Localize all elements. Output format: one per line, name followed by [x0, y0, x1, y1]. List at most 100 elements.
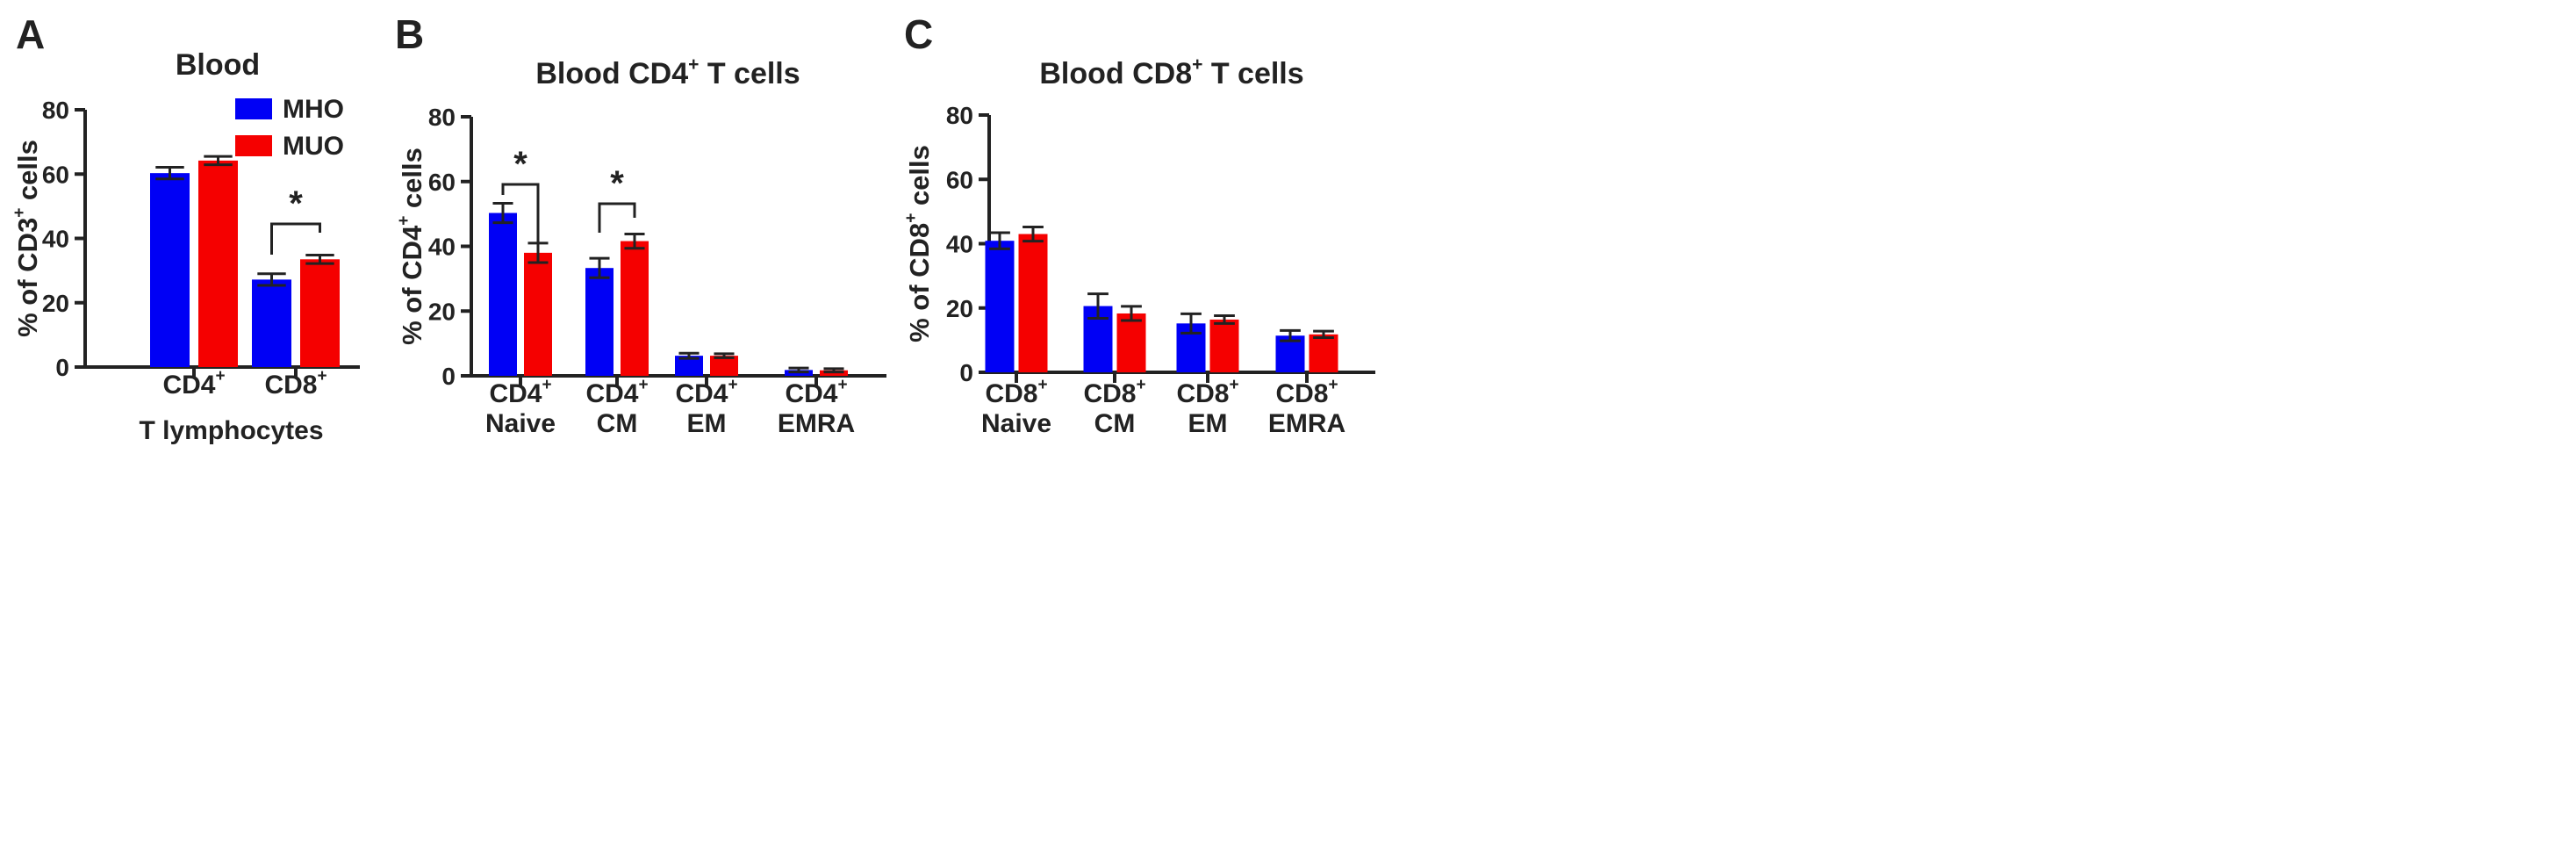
y-tick-label: 80 — [428, 104, 456, 131]
x-tick-label-base: CM — [1094, 409, 1136, 438]
legend-swatch-muo — [235, 135, 272, 156]
x-tick-label: CM — [1094, 409, 1136, 438]
significance-bracket — [501, 183, 540, 249]
bar-muo — [1018, 234, 1048, 372]
x-tick-label-base: CD4 — [489, 379, 542, 408]
y-axis-label-post: cells — [904, 145, 935, 213]
x-tick-label: CD8+ — [1176, 376, 1238, 408]
x-tick-label: CD8+ — [1275, 376, 1338, 408]
bar-mho — [252, 279, 291, 367]
y-tick-label: 40 — [428, 234, 456, 261]
x-tick-label-sup: + — [1328, 376, 1338, 394]
x-tick-label-base: Naive — [981, 409, 1051, 438]
legend-swatch-mho — [235, 98, 272, 119]
x-tick-label-base: EMRA — [1268, 409, 1345, 438]
y-tick-label: 20 — [428, 298, 456, 325]
y-tick-label: 60 — [428, 169, 456, 196]
x-tick-label: EMRA — [778, 409, 855, 438]
x-tick-label: CM — [597, 409, 638, 438]
panel-letter: C — [904, 11, 933, 57]
x-tick-label-base: EMRA — [778, 409, 855, 438]
significance-star: * — [513, 145, 527, 184]
y-axis-label-post: cells — [397, 148, 427, 216]
y-tick-label: 0 — [959, 359, 973, 386]
bar-muo — [1116, 313, 1146, 372]
y-axis-label-pre: % of CD3 — [12, 218, 43, 337]
x-tick-label: CD4+ — [162, 367, 225, 400]
chart-title-sup: + — [1192, 54, 1202, 75]
chart-title-post: T cells — [1202, 57, 1303, 90]
x-tick-label: EM — [687, 409, 727, 438]
x-tick-label-base: CD4 — [585, 379, 638, 408]
x-tick-label-base: CD8 — [1176, 379, 1229, 408]
y-axis-label: % of CD4+ cells — [395, 148, 427, 345]
x-tick-label: Naive — [981, 409, 1051, 438]
chart-title-post: T cells — [699, 57, 800, 90]
bar-muo — [1309, 334, 1338, 372]
x-tick-label: Naive — [485, 409, 556, 438]
bar-mho — [675, 356, 703, 376]
y-axis-label: % of CD3+ cells — [11, 140, 43, 337]
x-tick-label-sup: + — [638, 376, 648, 394]
x-tick-label-base: CM — [597, 409, 638, 438]
x-tick-label-base: CD4 — [675, 379, 728, 408]
bar-mho — [985, 241, 1015, 372]
x-tick-label-base: CD4 — [785, 379, 837, 408]
x-tick-label-base: EM — [687, 409, 727, 438]
x-tick-label: EMRA — [1268, 409, 1345, 438]
x-tick-label: CD4+ — [585, 376, 648, 408]
y-tick-label: 80 — [42, 97, 69, 124]
x-tick-label: CD8+ — [1083, 376, 1145, 408]
panel-letter: B — [395, 11, 424, 57]
y-axis-label-sup: + — [11, 208, 29, 218]
y-axis-label-sup: + — [395, 216, 413, 226]
x-tick-label-sup: + — [1136, 376, 1145, 394]
chart-title-pre: Blood CD4 — [535, 57, 688, 90]
x-tick-label: EM — [1188, 409, 1228, 438]
bar-muo — [1209, 319, 1239, 372]
x-tick-label-base: CD8 — [1275, 379, 1328, 408]
bar-muo — [300, 259, 340, 367]
legend-label: MUO — [283, 132, 344, 161]
significance-star: * — [610, 164, 624, 203]
x-tick-label-sup: + — [215, 367, 225, 385]
significance-star: * — [289, 184, 303, 223]
y-tick-label: 20 — [42, 290, 69, 317]
y-axis-label-pre: % of CD8 — [904, 223, 935, 342]
x-tick-label-sup: + — [542, 376, 551, 394]
x-tick-label-sup: + — [837, 376, 847, 394]
bar-muo — [710, 356, 738, 376]
x-tick-label: CD8+ — [985, 376, 1047, 408]
chart-title-sup: + — [688, 54, 699, 75]
y-tick-label: 40 — [946, 231, 973, 258]
x-tick-label: CD4+ — [785, 376, 847, 408]
significance-bracket — [598, 202, 636, 233]
x-tick-label: CD8+ — [264, 367, 326, 400]
panel-letter: A — [16, 11, 45, 57]
chart-title: Blood CD4+ T cells — [535, 54, 800, 90]
x-tick-label-sup: + — [317, 367, 326, 385]
x-tick-label-base: CD8 — [1083, 379, 1136, 408]
chart-title: Blood CD8+ T cells — [1039, 54, 1303, 90]
y-tick-label: 20 — [946, 295, 973, 322]
x-tick-label-sup: + — [1229, 376, 1238, 394]
x-tick-label-base: CD4 — [162, 371, 215, 400]
bar-mho — [489, 212, 517, 376]
y-tick-label: 60 — [42, 161, 69, 188]
y-tick-label: 40 — [42, 226, 69, 253]
x-tick-label: CD4+ — [489, 376, 551, 408]
x-axis-label: T lymphocytes — [139, 416, 323, 445]
bar-muo — [198, 160, 238, 367]
x-tick-label-sup: + — [1037, 376, 1047, 394]
y-axis-label: % of CD8+ cells — [902, 145, 935, 342]
bar-muo — [524, 252, 552, 376]
x-tick-label-sup: + — [728, 376, 737, 394]
y-tick-label: 80 — [946, 102, 973, 129]
x-tick-label-base: Naive — [485, 409, 556, 438]
x-tick-label: CD4+ — [675, 376, 737, 408]
y-tick-label: 60 — [946, 166, 973, 193]
